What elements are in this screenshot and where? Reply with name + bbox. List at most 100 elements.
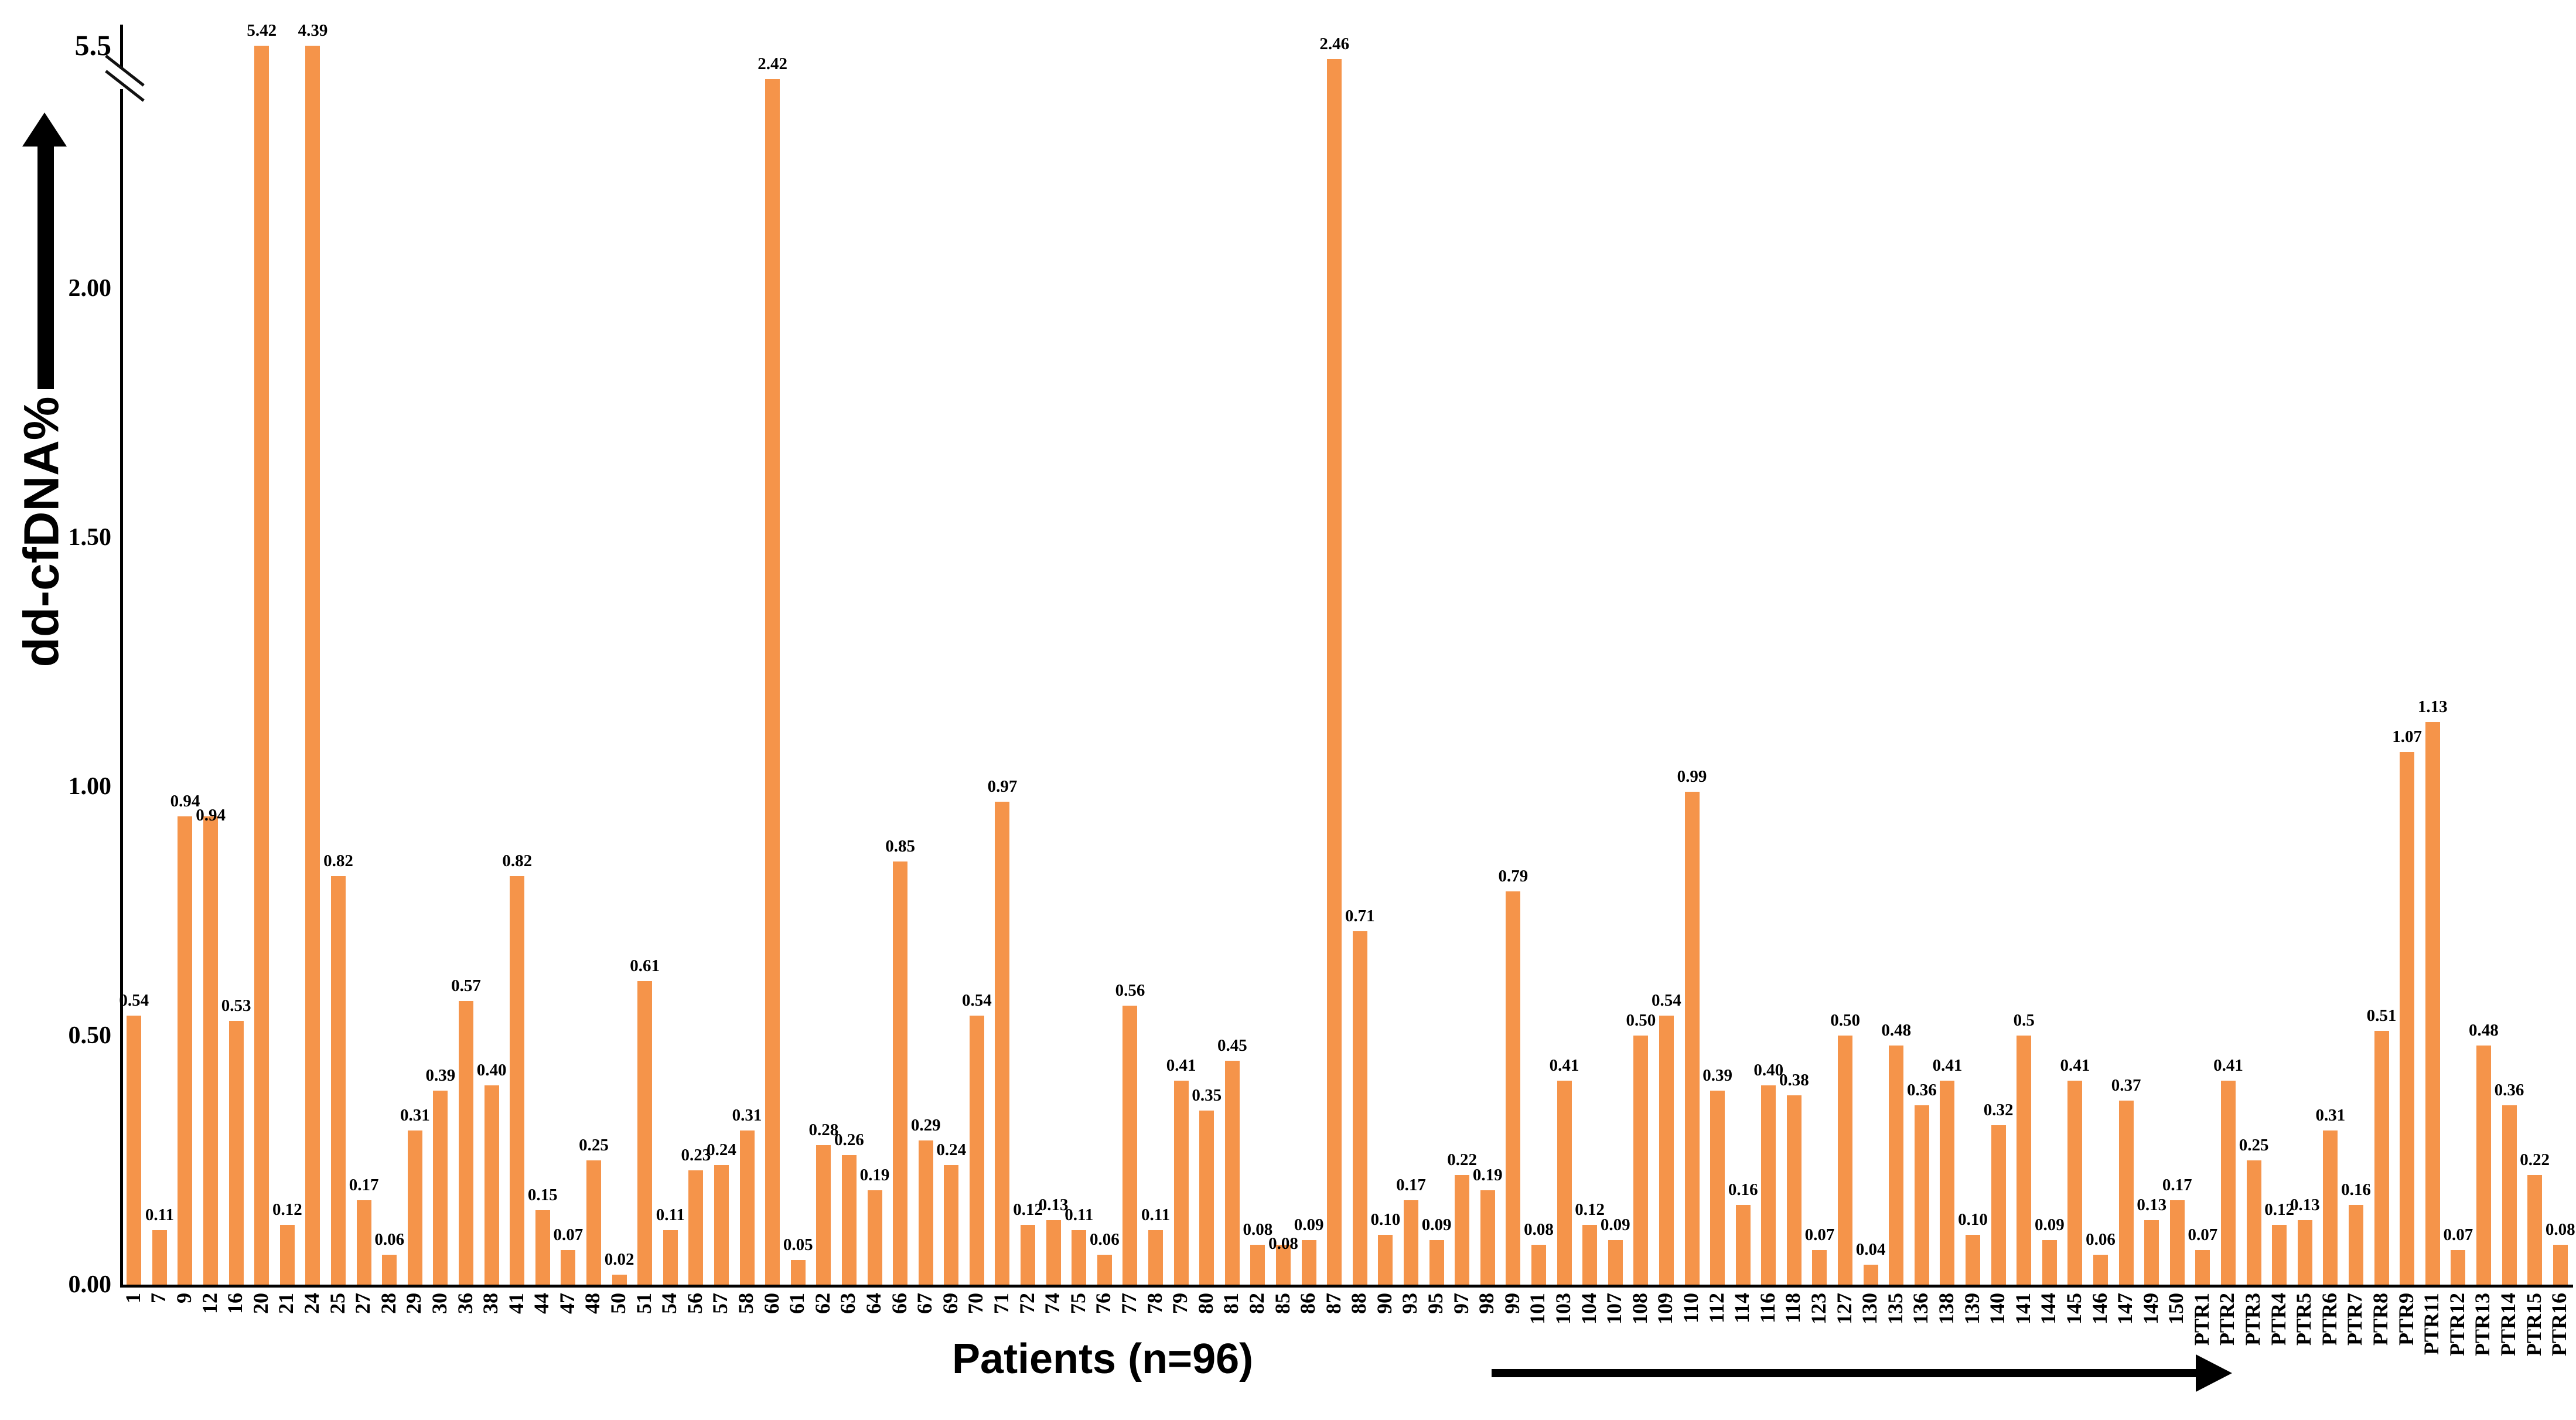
x-tick-label: PTR8: [2369, 1293, 2393, 1346]
bar-value-label: 0.97: [987, 777, 1018, 796]
bar: [331, 876, 346, 1285]
bar-value-label: 0.40: [1753, 1061, 1784, 1080]
x-tick-label: 118: [1781, 1293, 1805, 1324]
bar: [1786, 1095, 1802, 1285]
bar-value-label: 0.08: [1524, 1220, 1554, 1239]
bar: [407, 1130, 422, 1285]
bar: [2017, 1036, 2032, 1285]
bar: [382, 1255, 397, 1285]
bar: [1327, 59, 1342, 1285]
x-tick-label: 101: [1526, 1293, 1550, 1324]
bar-value-label: 0.12: [2264, 1200, 2295, 1219]
bar-value-label: 0.50: [1830, 1011, 1860, 1030]
bar-value-label: 0.07: [1804, 1225, 1835, 1244]
x-tick-label: 54: [657, 1293, 681, 1314]
bar: [2195, 1249, 2210, 1285]
bar-value-label: 0.71: [1345, 906, 1375, 925]
x-tick-label: 116: [1755, 1293, 1779, 1324]
x-tick-label: 109: [1653, 1293, 1677, 1324]
bar-value-label: 0.82: [323, 852, 353, 870]
bar: [561, 1249, 576, 1285]
y-axis-line: [120, 89, 123, 1288]
bar-value-label: 0.94: [170, 792, 200, 811]
bar-value-label: 0.11: [1064, 1205, 1094, 1224]
bar-value-label: 0.24: [936, 1140, 967, 1159]
bar-value-label: 0.22: [2520, 1150, 2550, 1169]
bar: [1122, 1006, 1138, 1285]
bar: [203, 816, 219, 1285]
bar: [1940, 1080, 1955, 1285]
x-tick-label: 97: [1449, 1293, 1473, 1314]
x-tick-label: 41: [504, 1293, 528, 1314]
x-tick-label: 28: [376, 1293, 400, 1314]
bar: [127, 1016, 142, 1285]
bar: [2042, 1239, 2057, 1285]
y-axis-direction-arrow-head: [22, 113, 67, 147]
bar: [2067, 1080, 2083, 1285]
bar: [2425, 721, 2440, 1285]
x-tick-label: 20: [248, 1293, 272, 1314]
bar: [1429, 1239, 1444, 1285]
bar: [714, 1165, 729, 1285]
x-tick-label: 147: [2113, 1293, 2137, 1324]
bar: [1148, 1230, 1164, 1285]
bar-value-label: 0.79: [1498, 866, 1528, 886]
bar: [1889, 1046, 1904, 1285]
bar-value-label: 0.54: [962, 991, 992, 1010]
x-tick-label: 62: [810, 1293, 834, 1314]
bar: [459, 1000, 474, 1285]
bar: [305, 46, 320, 1285]
bar-value-label: 0.09: [2034, 1215, 2065, 1234]
x-tick-label: 50: [606, 1293, 630, 1314]
bar-value-label: 0.85: [885, 836, 915, 856]
bar: [739, 1130, 755, 1285]
bar-value-label: 0.45: [1217, 1036, 1247, 1055]
bar: [356, 1200, 371, 1285]
bar-value-label: 0.61: [630, 956, 660, 975]
x-tick-label: PTR3: [2241, 1293, 2265, 1346]
x-tick-label: 112: [1704, 1293, 1728, 1324]
bar-value-label: 0.35: [1192, 1085, 1222, 1105]
bar-value-label: 0.48: [2469, 1021, 2499, 1040]
bar-value-label: 0.28: [808, 1121, 839, 1139]
bar-value-label: 0.24: [707, 1140, 736, 1159]
bar-value-label: 0.02: [604, 1250, 634, 1269]
x-tick-label: 21: [274, 1293, 298, 1314]
bar: [1735, 1205, 1751, 1285]
bar-value-label: 0.99: [1677, 767, 1707, 786]
x-tick-label: PTR9: [2394, 1293, 2418, 1346]
bar: [1633, 1036, 1649, 1285]
x-tick-label: 57: [708, 1293, 732, 1314]
x-tick-label: 56: [683, 1293, 707, 1314]
bar-value-label: 0.13: [1038, 1195, 1069, 1214]
bar: [2144, 1220, 2159, 1285]
bar-value-label: 1.07: [2392, 727, 2423, 746]
bar-value-label: 2.42: [758, 55, 788, 73]
bar-value-label: 0.17: [2162, 1175, 2192, 1194]
bar: [2118, 1100, 2134, 1285]
bar-value-label: 0.09: [1421, 1215, 1452, 1234]
bar: [765, 79, 780, 1285]
bar: [2169, 1200, 2185, 1285]
bar-value-label: 0.36: [2494, 1081, 2524, 1099]
bar-value-label: 0.56: [1115, 981, 1145, 1000]
bar: [433, 1090, 448, 1285]
x-tick-label: 104: [1577, 1293, 1601, 1324]
bar-value-label: 0.29: [910, 1115, 941, 1135]
bar-value-label: 0.53: [221, 996, 251, 1015]
bar-value-label: 0.5: [2013, 1011, 2035, 1030]
x-tick-label: PTR14: [2496, 1293, 2520, 1356]
bar: [1276, 1245, 1291, 1285]
bar-value-label: 0.07: [2443, 1225, 2473, 1244]
x-tick-label: 58: [734, 1293, 758, 1314]
x-tick-label: 64: [862, 1293, 886, 1314]
y-tick-label-5-5: 5.5: [74, 29, 112, 62]
x-tick-label: 99: [1500, 1293, 1524, 1314]
bar: [2451, 1249, 2466, 1285]
x-tick-label: PTR13: [2471, 1293, 2495, 1356]
bar-value-label: 0.31: [400, 1105, 430, 1125]
bar: [1684, 791, 1700, 1285]
y-tick-label: 2.00: [68, 275, 112, 302]
bar-value-label: 0.07: [2188, 1225, 2218, 1244]
bar-value-label: 0.12: [1013, 1200, 1043, 1219]
